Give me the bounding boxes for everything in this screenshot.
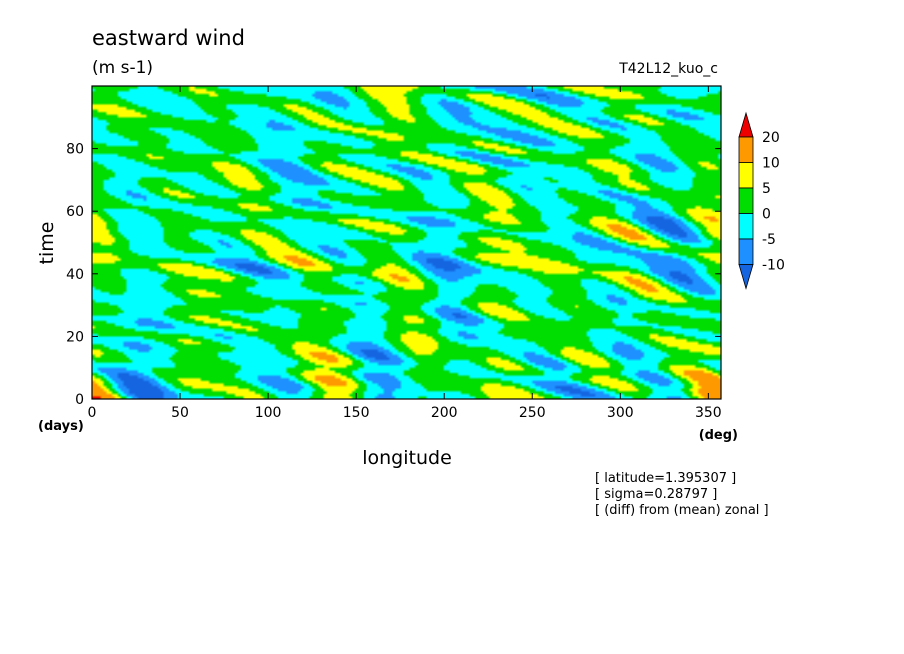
colorbar-box: [738, 238, 754, 265]
y-tick-label: 40: [66, 267, 84, 283]
y-axis: 0 20 40 60 80: [66, 142, 721, 408]
y-tick-label: 80: [66, 142, 84, 158]
colorbar: 20 10 5 0 -5 -10: [738, 111, 785, 290]
x-tick-label: 0: [88, 405, 97, 421]
x-tick-label: 350: [695, 405, 722, 421]
y-tick-label: 60: [66, 204, 84, 220]
wind-field-image: [92, 86, 721, 399]
colorbar-box: [738, 136, 754, 163]
colorbar-extend-low: [738, 264, 754, 290]
annotation-diff: [ (diff) from (mean) zonal ]: [595, 503, 769, 518]
run-label: T42L12_kuo_c: [618, 61, 718, 77]
colorbar-box: [738, 187, 754, 214]
y-unit-label: (days): [38, 419, 84, 434]
x-axis: 0 50 100 150 200 250 300 350: [88, 86, 722, 421]
y-tick-label: 20: [66, 329, 84, 345]
x-tick-label: 150: [343, 405, 370, 421]
x-tick-label: 250: [519, 405, 546, 421]
annotation-sigma: [ sigma=0.28797 ]: [595, 487, 717, 502]
chart-units: (m s-1): [92, 58, 153, 78]
colorbar-box: [738, 213, 754, 240]
x-tick-label: 200: [431, 405, 458, 421]
y-tick-label: 0: [75, 392, 84, 408]
colorbar-label: 0: [762, 207, 771, 223]
x-unit-label: (deg): [699, 428, 738, 443]
chart-title: eastward wind: [92, 26, 245, 50]
colorbar-label: 20: [762, 130, 780, 146]
plot-frame: [91, 85, 722, 400]
colorbar-box: [738, 162, 754, 189]
colorbar-label: -5: [762, 232, 776, 248]
x-tick-label: 100: [255, 405, 282, 421]
colorbar-label: -10: [762, 258, 785, 274]
y-axis-label: time: [36, 222, 58, 265]
x-tick-label: 300: [607, 405, 634, 421]
heatmap-field: [92, 86, 721, 399]
colorbar-label: 5: [762, 181, 771, 197]
colorbar-extend-high: [738, 111, 754, 138]
colorbar-label: 10: [762, 156, 780, 172]
annotation-latitude: [ latitude=1.395307 ]: [595, 471, 736, 486]
x-axis-label: longitude: [362, 447, 452, 469]
x-tick-label: 50: [171, 405, 189, 421]
